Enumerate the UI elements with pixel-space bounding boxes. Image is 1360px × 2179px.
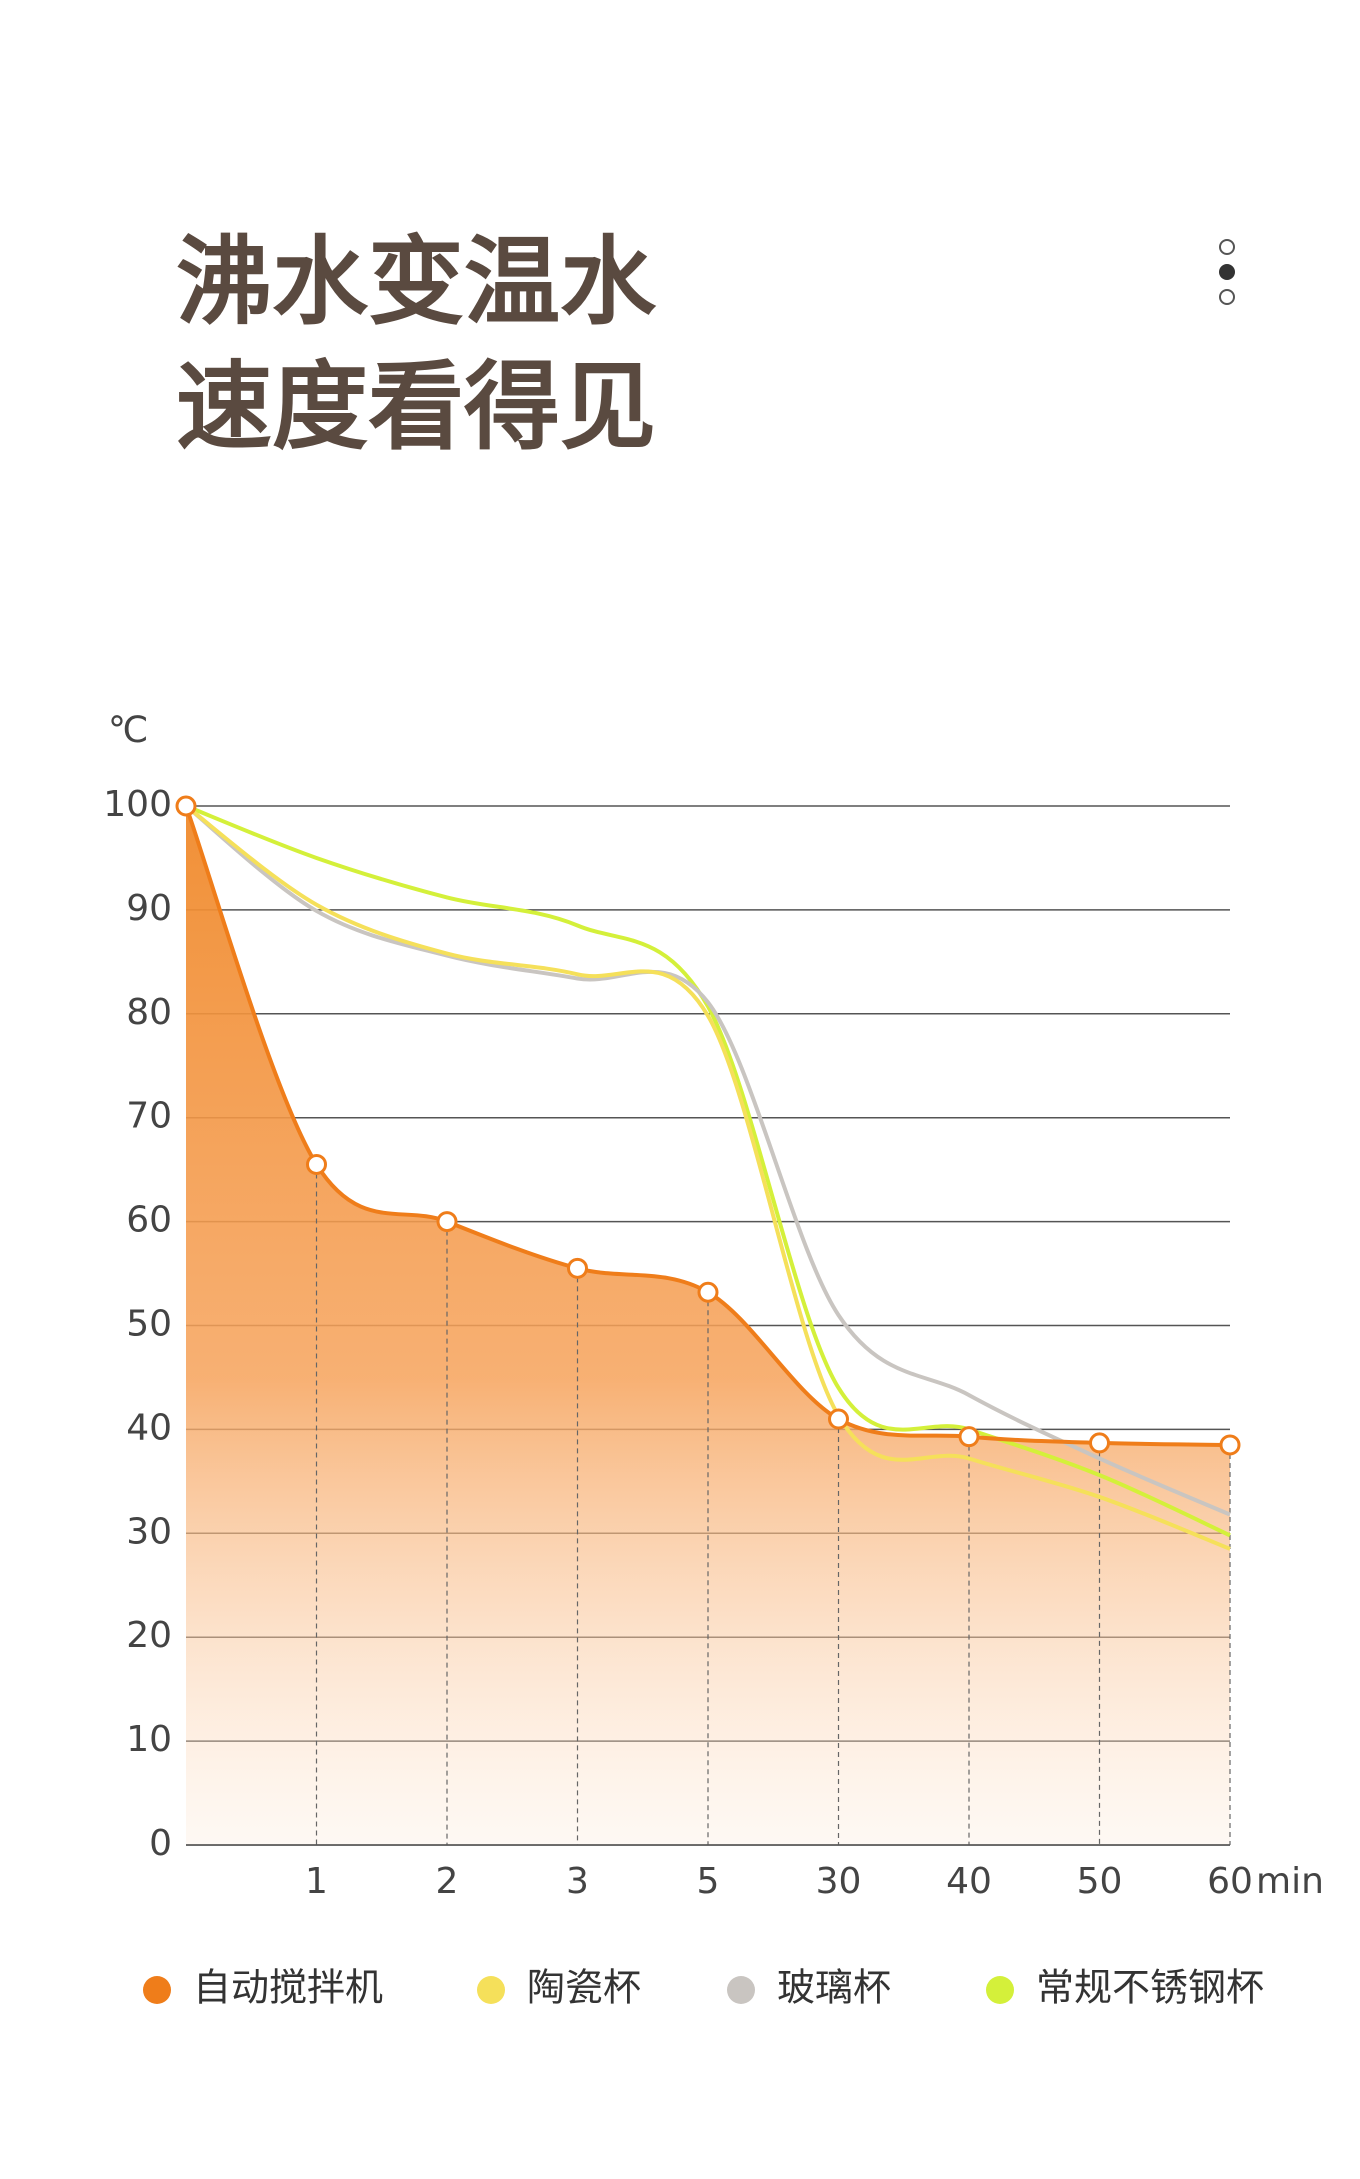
- y-tick-label: 40: [126, 1407, 172, 1448]
- title-line: 沸水变温水: [176, 226, 657, 338]
- x-tick-label: 1: [305, 1861, 328, 1902]
- title-line: 速度看得见: [176, 351, 656, 463]
- y-tick-label: 100: [103, 784, 172, 825]
- legend-swatch: [727, 1976, 755, 2004]
- x-tick-label: 40: [946, 1861, 992, 1902]
- legend-label: 常规不锈钢杯: [1036, 1966, 1264, 2010]
- x-tick-label: 50: [1077, 1861, 1123, 1902]
- x-unit: min: [1256, 1861, 1324, 1902]
- x-tick-label: 2: [436, 1861, 459, 1902]
- legend-swatch: [986, 1976, 1014, 2004]
- point-marker: [175, 795, 197, 817]
- point-marker: [436, 1211, 458, 1233]
- y-tick-label: 30: [126, 1511, 172, 1552]
- point-marker: [306, 1153, 327, 1175]
- x-tick-label: 5: [697, 1861, 720, 1902]
- page-dot: [1219, 289, 1235, 305]
- legend-swatch: [143, 1976, 171, 2004]
- page-dot: [1219, 264, 1235, 280]
- y-tick-label: 60: [126, 1200, 172, 1241]
- x-tick-label: 30: [816, 1861, 862, 1902]
- y-tick-label: 70: [126, 1096, 172, 1137]
- x-tick-label: 3: [566, 1861, 589, 1902]
- point-marker: [567, 1257, 588, 1279]
- y-tick-label: 80: [126, 992, 172, 1033]
- y-tick-label: 50: [126, 1304, 172, 1345]
- point-marker: [1089, 1432, 1110, 1454]
- y-tick-label: 90: [126, 888, 172, 929]
- point-marker: [958, 1426, 980, 1448]
- point-marker: [697, 1281, 719, 1303]
- y-axis-label: ℃: [108, 710, 148, 751]
- page-dot: [1219, 239, 1235, 255]
- series-line: [185, 804, 1231, 1538]
- legend-label: 自动搅拌机: [193, 1966, 383, 2010]
- series-line: [184, 804, 1231, 1517]
- legend-swatch: [477, 1976, 505, 2004]
- series-line: [184, 804, 1231, 1551]
- point-marker: [1219, 1434, 1241, 1456]
- x-tick-label: 60: [1207, 1861, 1253, 1902]
- y-tick-label: 0: [149, 1823, 172, 1864]
- y-tick-label: 20: [126, 1615, 172, 1656]
- legend-label: 陶瓷杯: [527, 1966, 641, 2010]
- point-marker: [828, 1408, 849, 1430]
- y-tick-label: 10: [126, 1719, 172, 1760]
- legend-label: 玻璃杯: [777, 1966, 891, 2010]
